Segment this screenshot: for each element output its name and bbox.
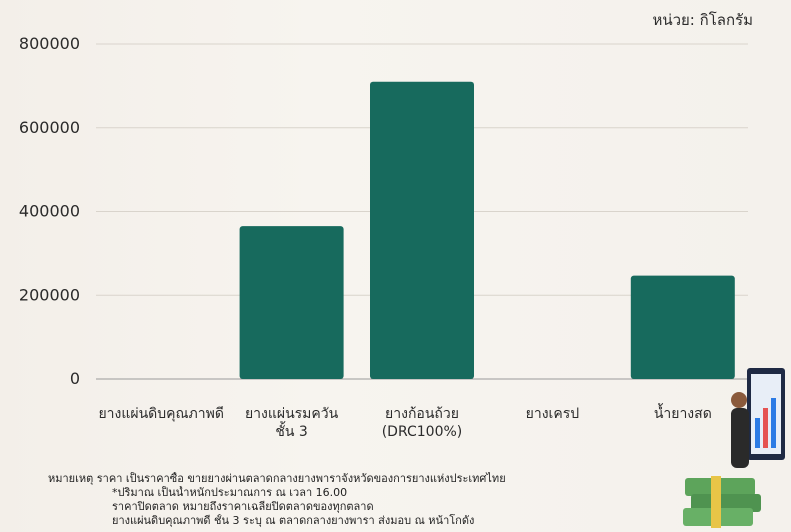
footnote-line-2: *ปริมาณ เป็นน้ำหนักประมาณการ ณ เวลา 16.0… — [112, 486, 348, 499]
x-tick-label: ชั้น 3 — [275, 421, 307, 440]
x-tick-label: (DRC100%) — [382, 424, 463, 440]
footnote-line-3: ราคาปิดตลาด หมายถึงราคาเฉลี่ยปิดตลาดของท… — [112, 500, 374, 513]
y-tick-label: 400000 — [19, 202, 80, 221]
bar — [239, 226, 344, 379]
x-tick-label: ยางแผ่นรมควัน — [245, 406, 339, 422]
footnotes: หมายเหตุ ราคา เป็นราคาซื้อ ขายยางผ่านตลา… — [48, 472, 688, 528]
y-tick-label: 800000 — [19, 34, 80, 53]
y-tick-label: 0 — [70, 369, 80, 388]
footnote-line-4: ยางแผ่นดิบคุณภาพดี ชั้น 3 ระบุ ณ ตลาดกลา… — [112, 514, 475, 527]
unit-label: หน่วย: กิโลกรัม — [652, 11, 753, 29]
x-tick-label: น้ำยางสด — [654, 403, 712, 422]
y-tick-label: 600000 — [19, 118, 80, 137]
bar — [630, 275, 735, 379]
footnote-line-1: หมายเหตุ ราคา เป็นราคาซื้อ ขายยางผ่านตลา… — [48, 472, 506, 485]
money-illustration — [683, 368, 785, 528]
x-tick-label: ยางแผ่นดิบคุณภาพดี — [98, 406, 223, 422]
x-tick-label: ยางเครป — [526, 406, 580, 422]
x-tick-label: ยางก้อนถ้วย — [385, 406, 459, 422]
y-tick-label: 200000 — [19, 285, 80, 304]
bar — [370, 81, 474, 379]
